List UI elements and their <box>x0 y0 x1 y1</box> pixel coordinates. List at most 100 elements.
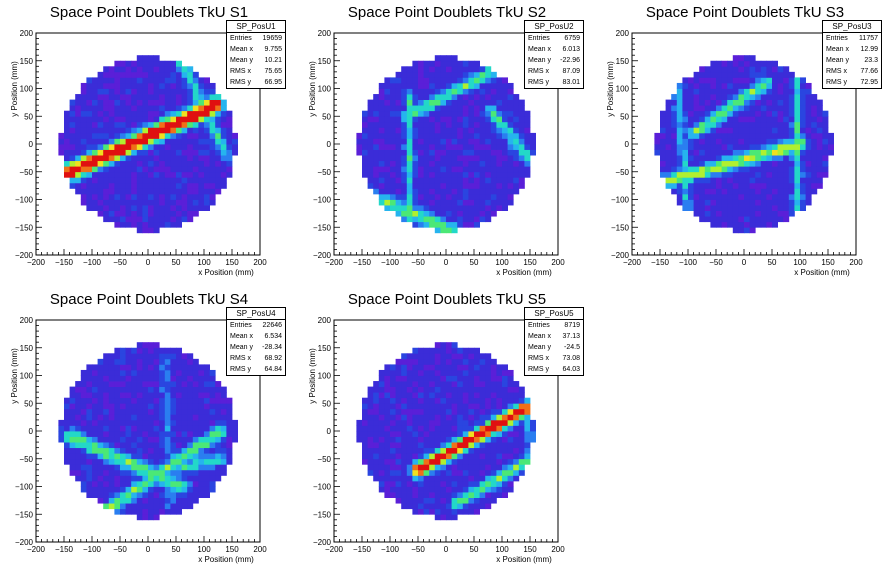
histogram-bin <box>192 177 199 184</box>
histogram-bin <box>176 121 182 128</box>
histogram-bin <box>220 425 227 432</box>
histogram-bin <box>423 71 430 78</box>
histogram-bin <box>187 171 194 178</box>
histogram-bin <box>209 458 216 465</box>
histogram-bin <box>744 149 750 156</box>
histogram-bin <box>148 403 154 410</box>
histogram-bin <box>468 492 475 498</box>
histogram-bin <box>97 138 104 145</box>
histogram-bin <box>760 121 767 128</box>
histogram-bin <box>395 458 402 465</box>
histogram-bin <box>131 508 138 515</box>
histogram-bin <box>412 431 419 437</box>
histogram-bin <box>738 193 745 200</box>
histogram-bin <box>507 414 514 421</box>
histogram-bin <box>446 227 452 234</box>
histogram-bin <box>429 386 436 393</box>
histogram-bin <box>429 358 436 365</box>
histogram-bin <box>367 464 374 471</box>
histogram-bin <box>490 99 497 106</box>
histogram-bin <box>429 166 436 173</box>
histogram-bin <box>131 149 138 156</box>
histogram-bin <box>744 55 750 62</box>
histogram-bin <box>187 127 194 134</box>
histogram-bin <box>688 182 694 189</box>
histogram-bin <box>693 188 700 195</box>
histogram-bin <box>468 458 475 465</box>
histogram-bin <box>440 436 447 443</box>
histogram-bin <box>204 88 210 95</box>
histogram-bin <box>153 188 160 195</box>
histogram-bin <box>136 94 143 100</box>
histogram-bin <box>457 353 464 360</box>
histogram-bin <box>64 138 70 145</box>
histogram-bin <box>384 82 391 89</box>
histogram-bin <box>215 94 222 100</box>
histogram-bin <box>412 503 419 510</box>
histogram-bin <box>485 464 492 471</box>
histogram-bin <box>749 205 756 211</box>
histogram-bin <box>187 177 194 184</box>
histogram-bin <box>395 171 402 178</box>
histogram-bin <box>811 188 818 195</box>
histogram-bin <box>108 66 115 73</box>
histogram-bin <box>120 392 126 399</box>
histogram-bin <box>423 475 430 482</box>
histogram-bin <box>676 88 683 95</box>
histogram-bin <box>220 397 227 404</box>
histogram-bin <box>440 71 447 78</box>
histogram-bin <box>75 116 82 123</box>
histogram-bin <box>226 149 233 156</box>
histogram-bin <box>164 216 171 223</box>
histogram-bin <box>479 442 486 449</box>
histogram-bin <box>142 347 149 354</box>
histogram-bin <box>373 99 380 106</box>
histogram-bin <box>412 447 419 454</box>
histogram-bin <box>462 105 469 112</box>
histogram-bin <box>446 216 452 223</box>
histogram-bin <box>412 364 419 371</box>
histogram-bin <box>153 475 160 482</box>
histogram-bin <box>69 144 76 150</box>
histogram-bin <box>794 94 801 100</box>
histogram-bin <box>176 138 182 145</box>
histogram-bin <box>654 149 661 156</box>
histogram-bin <box>176 132 182 139</box>
histogram-bin <box>198 138 205 145</box>
histogram-bin <box>518 419 525 426</box>
histogram-bin <box>766 216 773 223</box>
histogram-bin <box>704 199 711 206</box>
histogram-bin <box>220 99 227 106</box>
histogram-bin <box>220 408 227 415</box>
histogram-bin <box>176 492 182 498</box>
histogram-bin <box>373 155 380 162</box>
histogram-bin <box>142 216 149 223</box>
histogram-bin <box>125 375 132 382</box>
histogram-bin <box>485 475 492 482</box>
histogram-bin <box>513 458 520 465</box>
histogram-bin <box>406 486 413 493</box>
histogram-bin <box>209 199 216 206</box>
histogram-bin <box>232 431 238 437</box>
histogram-bin <box>660 127 666 134</box>
histogram-bin <box>159 369 166 376</box>
histogram-bin <box>474 436 480 443</box>
histogram-bin <box>373 469 380 476</box>
histogram-bin <box>462 138 469 145</box>
histogram-bin <box>704 166 711 173</box>
histogram-bin <box>744 82 750 89</box>
histogram-bin <box>114 127 121 134</box>
histogram-bin <box>181 358 188 365</box>
histogram-bin <box>496 431 503 437</box>
histogram-bin <box>108 408 115 415</box>
stats-box: SP_PosU2 Entries 6759 Mean x 6.013 Mean y-… <box>524 20 584 89</box>
histogram-bin <box>114 177 121 184</box>
histogram-bin <box>418 188 424 195</box>
histogram-bin <box>164 82 171 89</box>
histogram-bin <box>367 105 374 112</box>
histogram-bin <box>153 60 160 67</box>
histogram-bin <box>479 171 486 178</box>
histogram-bin <box>395 386 402 393</box>
histogram-bin <box>777 160 784 167</box>
histogram-bin <box>125 132 132 139</box>
